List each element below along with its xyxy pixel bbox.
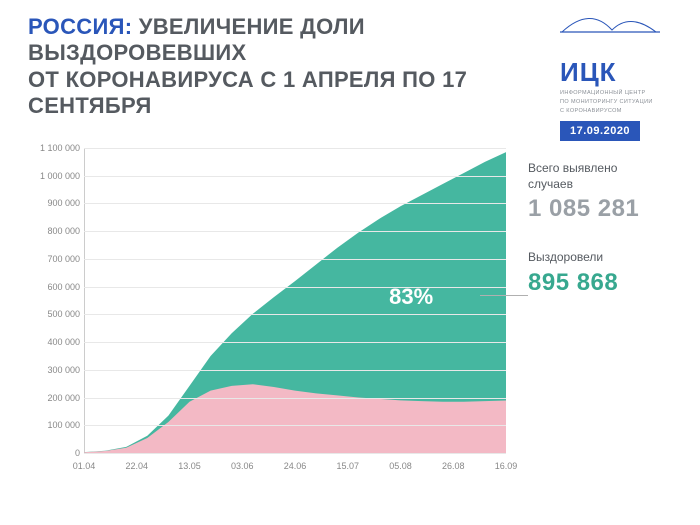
x-tick-label: 24.06 xyxy=(284,461,307,471)
brand-subline-3: С КОРОНАВИРУСОМ xyxy=(560,108,680,115)
y-tick-label: 900 000 xyxy=(47,198,80,208)
date-badge: 17.09.2020 xyxy=(560,121,640,141)
header: РОССИЯ: УВЕЛИЧЕНИЕ ДОЛИ ВЫЗДОРОВЕВШИХ ОТ… xyxy=(28,14,550,120)
y-tick-label: 300 000 xyxy=(47,365,80,375)
x-tick-label: 26.08 xyxy=(442,461,465,471)
y-tick-label: 1 000 000 xyxy=(40,171,80,181)
page-root: РОССИЯ: УВЕЛИЧЕНИЕ ДОЛИ ВЫЗДОРОВЕВШИХ ОТ… xyxy=(0,0,700,525)
x-tick-label: 15.07 xyxy=(336,461,359,471)
y-tick-label: 200 000 xyxy=(47,393,80,403)
y-tick-label: 400 000 xyxy=(47,337,80,347)
grid-line xyxy=(84,231,506,232)
chart-area: 0 100 000 200 000 300 000 400 000 500 000 600 … xyxy=(28,148,506,478)
area-chart-svg xyxy=(84,148,506,453)
stat-recovered-value: 895 868 xyxy=(528,269,678,297)
brand-letters: ИЦК xyxy=(560,57,680,88)
stat-total-label-1: Всего выявлено xyxy=(528,160,678,176)
x-tick-label: 22.04 xyxy=(125,461,148,471)
grid-line xyxy=(84,314,506,315)
grid-line xyxy=(84,287,506,288)
stat-total-value: 1 085 281 xyxy=(528,195,678,223)
stat-total: Всего выявлено случаев 1 085 281 xyxy=(528,160,678,223)
x-axis: 01.0422.0413.0503.0624.0615.0705.0826.08… xyxy=(84,461,506,475)
x-tick-label: 13.05 xyxy=(178,461,201,471)
brand-logo: ИЦК ИНФОРМАЦИОННЫЙ ЦЕНТР ПО МОНИТОРИНГУ … xyxy=(560,14,680,141)
title-line-1: РОССИЯ: УВЕЛИЧЕНИЕ ДОЛИ ВЫЗДОРОВЕВШИХ xyxy=(28,14,550,67)
grid-line xyxy=(84,148,506,149)
x-tick-label: 03.06 xyxy=(231,461,254,471)
title-country: РОССИЯ: xyxy=(28,14,132,39)
y-tick-label: 100 000 xyxy=(47,420,80,430)
y-tick-label: 800 000 xyxy=(47,226,80,236)
grid-line xyxy=(84,176,506,177)
title-rest-2: ОТ КОРОНАВИРУСА С 1 АПРЕЛЯ ПО 17 СЕНТЯБР… xyxy=(28,67,467,118)
brand-subline-1: ИНФОРМАЦИОННЫЙ ЦЕНТР xyxy=(560,90,680,97)
y-tick-label: 700 000 xyxy=(47,254,80,264)
grid-line xyxy=(84,342,506,343)
stat-recovered: Выздоровели 895 868 xyxy=(528,249,678,296)
y-tick-label: 600 000 xyxy=(47,282,80,292)
x-tick-label: 01.04 xyxy=(73,461,96,471)
y-tick-label: 0 xyxy=(75,448,80,458)
x-tick-label: 16.09 xyxy=(495,461,518,471)
title-line-2: ОТ КОРОНАВИРУСА С 1 АПРЕЛЯ ПО 17 СЕНТЯБР… xyxy=(28,67,550,120)
x-tick-label: 05.08 xyxy=(389,461,412,471)
leader-line xyxy=(480,295,528,296)
y-tick-label: 1 100 000 xyxy=(40,143,80,153)
logo-curve-icon xyxy=(560,14,660,34)
grid-line xyxy=(84,203,506,204)
grid-line xyxy=(84,453,506,454)
grid-line xyxy=(84,398,506,399)
stat-total-label-2: случаев xyxy=(528,176,678,192)
brand-subline-2: ПО МОНИТОРИНГУ СИТУАЦИИ xyxy=(560,99,680,106)
plot: 83% xyxy=(84,148,506,453)
grid-line xyxy=(84,425,506,426)
y-axis: 0100 000200 000300 000400 000500 000600 … xyxy=(28,148,84,453)
stat-recovered-label: Выздоровели xyxy=(528,249,678,265)
y-tick-label: 500 000 xyxy=(47,309,80,319)
stats-block: Всего выявлено случаев 1 085 281 Выздоро… xyxy=(528,160,678,323)
grid-line xyxy=(84,370,506,371)
grid-line xyxy=(84,259,506,260)
